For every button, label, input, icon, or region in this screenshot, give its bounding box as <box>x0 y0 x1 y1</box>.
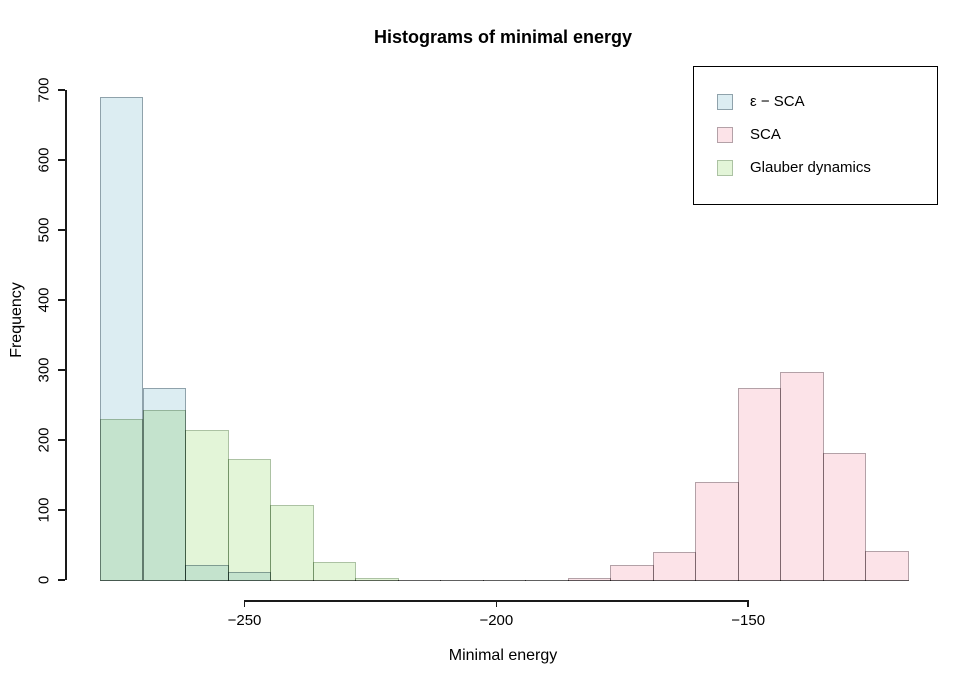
y-tick-label: 400 <box>35 287 53 313</box>
y-tick-label: 100 <box>35 497 53 523</box>
histogram-zero-bin-series-2-bin-12 <box>610 579 654 581</box>
histogram-zero-bin-series-2-bin-8 <box>440 579 484 581</box>
histogram-zero-bin-series-2-bin-11 <box>567 579 612 581</box>
legend-label-glauber-dynamics: Glauber dynamics <box>750 159 871 176</box>
histogram-bar-series-1-bin-14 <box>695 482 739 581</box>
x-tick-label: −150 <box>731 612 766 629</box>
histogram-bar-series-1-bin-18 <box>865 551 909 581</box>
y-tick-label: 0 <box>35 575 53 585</box>
y-tick-label: 500 <box>35 217 53 243</box>
histogram-bar-series-1-bin-16 <box>780 372 824 581</box>
legend-label-epsilon-sca: ε − SCA <box>750 93 805 110</box>
y-tick-mark <box>58 509 65 511</box>
x-tick-mark <box>243 600 246 607</box>
y-tick-mark <box>58 579 65 581</box>
y-tick-label: 200 <box>35 427 53 453</box>
legend-swatch-epsilon-sca <box>717 93 733 110</box>
histogram-zero-bin-series-2-bin-17 <box>822 579 867 581</box>
histogram-bar-series-2-bin-1 <box>142 409 186 581</box>
legend-item-epsilon-sca: ε − SCA <box>694 85 937 118</box>
x-tick-mark <box>495 600 498 607</box>
y-tick-label: 600 <box>35 147 53 173</box>
y-tick-mark <box>58 229 65 231</box>
histogram-bar-series-2-bin-6 <box>355 577 399 581</box>
y-tick-mark <box>58 369 65 371</box>
y-tick-mark <box>58 299 65 301</box>
legend-item-sca: SCA <box>694 118 937 151</box>
y-axis-label: Frequency <box>8 282 25 358</box>
x-tick-label: −200 <box>479 612 514 629</box>
histogram-bar-series-1-bin-15 <box>737 387 782 581</box>
x-tick-mark <box>747 600 749 607</box>
y-tick-mark <box>58 89 65 91</box>
histogram-zero-bin-series-2-bin-7 <box>397 579 441 581</box>
histogram-zero-bin-series-2-bin-13 <box>652 579 697 581</box>
histogram-zero-bin-series-2-bin-14 <box>695 579 739 581</box>
y-tick-mark <box>58 439 65 441</box>
chart-title: Histograms of minimal energy <box>373 27 633 47</box>
legend-label-sca: SCA <box>750 126 781 143</box>
histogram-zero-bin-series-2-bin-15 <box>737 579 782 581</box>
histogram-bar-series-1-bin-17 <box>822 452 867 581</box>
histogram-zero-bin-series-2-bin-10 <box>525 579 569 581</box>
histogram-bar-series-2-bin-4 <box>270 505 314 581</box>
legend-swatch-sca <box>717 126 733 143</box>
y-tick-mark <box>58 159 65 161</box>
legend-swatch-glauber-dynamics <box>717 159 733 176</box>
histogram-zero-bin-series-2-bin-18 <box>865 579 909 581</box>
histogram-bar-series-2-bin-2 <box>185 429 229 581</box>
y-axis-line <box>65 90 67 580</box>
x-axis-label: Minimal energy <box>448 647 558 664</box>
histogram-bar-series-2-bin-0 <box>99 419 144 581</box>
histogram-bar-series-2-bin-3 <box>227 458 271 581</box>
histogram-zero-bin-series-2-bin-9 <box>482 579 526 581</box>
histogram-bar-series-1-bin-13 <box>652 552 697 581</box>
legend: ε − SCA SCA Glauber dynamics <box>693 66 938 205</box>
legend-item-glauber-dynamics: Glauber dynamics <box>694 151 937 184</box>
x-tick-label: −250 <box>227 612 262 629</box>
histogram-zero-bin-series-2-bin-16 <box>780 579 824 581</box>
histogram-bar-series-2-bin-5 <box>312 561 356 581</box>
y-tick-label: 700 <box>35 77 53 103</box>
y-tick-label: 300 <box>35 357 53 383</box>
